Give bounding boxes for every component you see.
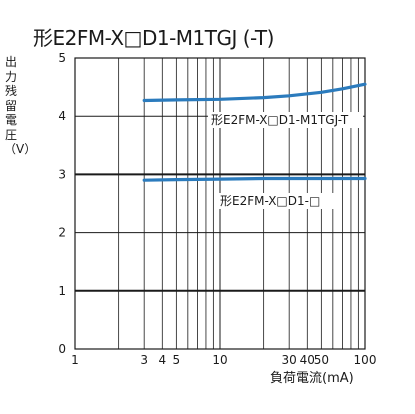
series-label-bg-2 xyxy=(217,193,341,209)
x-tick-label: 4 xyxy=(158,353,166,367)
y-tick-label: 0 xyxy=(58,342,66,356)
x-tick-label: 30 xyxy=(282,353,297,367)
series-label-2: 形E2FM-X□D1-□ xyxy=(220,194,320,208)
series-label-1: 形E2FM-X□D1-M1TGJ-T xyxy=(211,113,349,127)
y-tick-label: 1 xyxy=(58,284,66,298)
y-tick-label: 4 xyxy=(58,109,66,123)
x-tick-label: 50 xyxy=(314,353,329,367)
y-tick-label: 5 xyxy=(58,51,66,65)
x-tick-label: 10 xyxy=(212,353,227,367)
series-label-bg-1 xyxy=(208,112,363,128)
series-line-1 xyxy=(142,82,367,103)
chart-title: 形E2FM-X□D1-M1TGJ (-T) xyxy=(33,26,274,50)
x-tick-label: 1 xyxy=(71,353,79,367)
y-tick-label: 2 xyxy=(58,226,66,240)
x-axis-label: 負荷電流(mA) xyxy=(270,371,354,386)
x-tick-label: 40 xyxy=(300,353,315,367)
y-tick-label: 3 xyxy=(58,167,66,181)
x-tick-label: 5 xyxy=(173,353,181,367)
series-line-2 xyxy=(142,176,367,182)
plot-frame xyxy=(74,57,366,350)
x-tick-label: 100 xyxy=(354,353,377,367)
x-tick-label: 3 xyxy=(140,353,148,367)
